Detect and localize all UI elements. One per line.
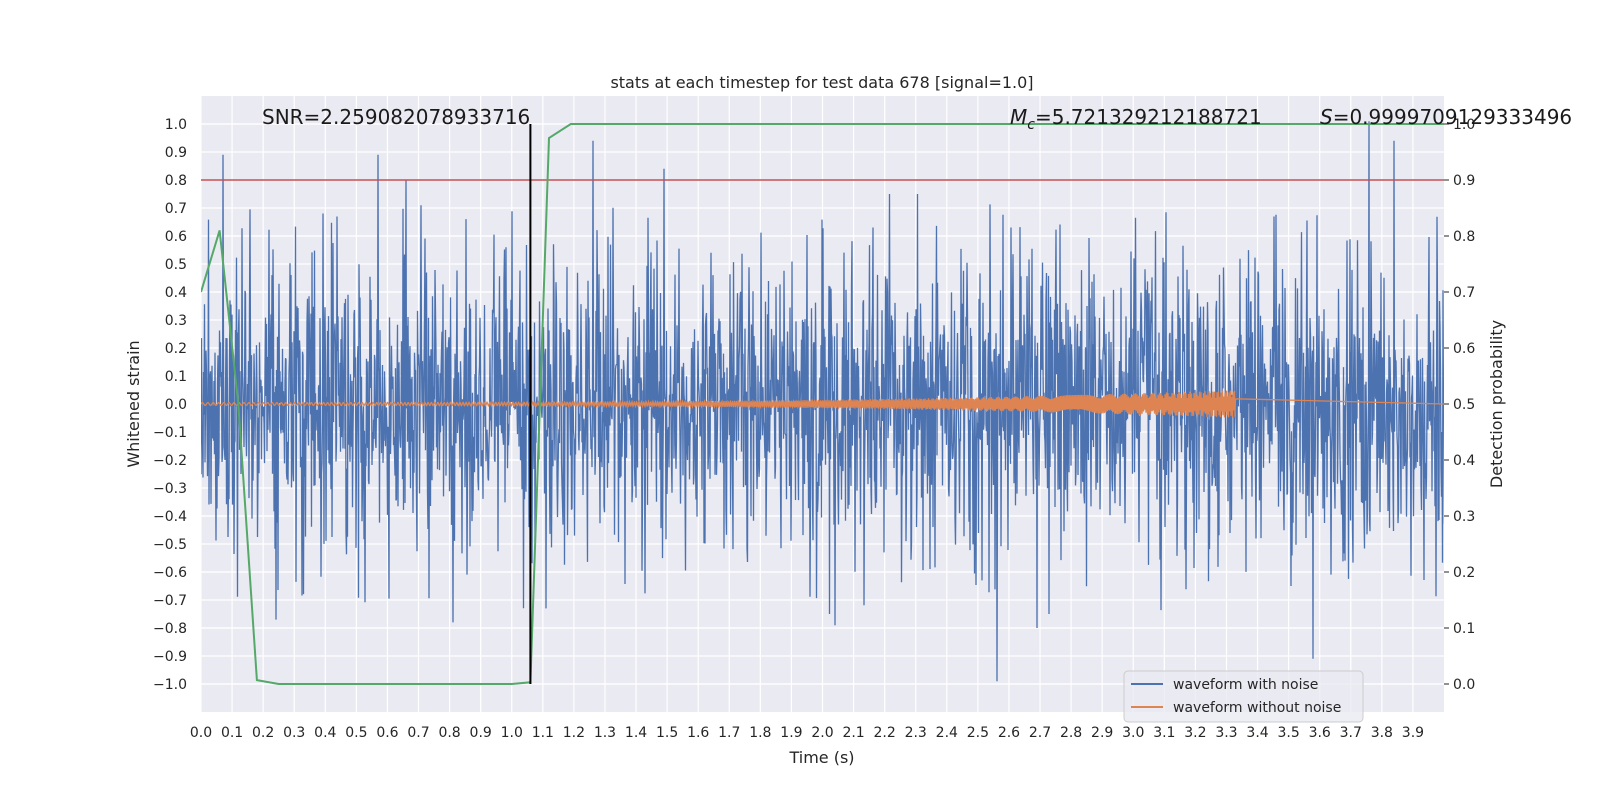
- x-tick-label: 0.6: [376, 725, 398, 741]
- x-tick-label: 0.9: [470, 725, 492, 741]
- y2-tick-label: 1.0: [1453, 117, 1475, 133]
- x-tick-label: 0.7: [407, 725, 429, 741]
- x-tick-label: 0.5: [345, 725, 367, 741]
- y-tick-label: −0.9: [153, 649, 187, 665]
- y2-tick-label: 0.2: [1453, 565, 1475, 581]
- x-tick-label: 1.6: [687, 725, 709, 741]
- x-tick-label: 0.2: [252, 725, 274, 741]
- y2-tick-label: 0.0: [1453, 677, 1475, 693]
- x-tick-label: 1.4: [625, 725, 647, 741]
- y2-axis-ticks: 1.0 0.9 0.8 0.7 0.6 0.5 0.4 0.3 0.2 0.1 0.0: [1444, 117, 1475, 693]
- y2-tick-label: 0.9: [1453, 173, 1475, 189]
- y-tick-label: −0.5: [153, 537, 187, 553]
- s-value: =0.9999709129333496: [1333, 105, 1572, 129]
- chirp-mass-subscript: c: [1027, 117, 1035, 133]
- y-axis-label: Whitened strain: [124, 340, 143, 467]
- y2-tick-label: 0.1: [1453, 621, 1475, 637]
- y-tick-label: −0.3: [153, 481, 187, 497]
- legend-label-noise: waveform with noise: [1173, 677, 1318, 693]
- s-symbol: S: [1320, 105, 1333, 129]
- legend-box: [1123, 670, 1364, 723]
- y-tick-label: −1.0: [153, 677, 187, 693]
- y2-axis-label: Detection probability: [1487, 320, 1506, 488]
- x-tick-label: 2.1: [842, 725, 864, 741]
- y-tick-label: 0.7: [165, 201, 187, 217]
- x-tick-label: 2.9: [1091, 725, 1113, 741]
- y-tick-label: −0.4: [153, 509, 187, 525]
- y-tick-label: 0.8: [165, 173, 187, 189]
- x-tick-label: 0.4: [314, 725, 336, 741]
- y2-tick-label: 0.6: [1453, 341, 1475, 357]
- x-tick-label: 3.4: [1246, 725, 1268, 741]
- x-tick-label: 1.3: [594, 725, 616, 741]
- series-detection-probability: [201, 123, 1444, 685]
- x-tick-label: 1.7: [718, 725, 740, 741]
- x-tick-label: 2.8: [1060, 725, 1082, 741]
- x-tick-label: 1.5: [656, 725, 678, 741]
- y-tick-label: −0.7: [153, 593, 187, 609]
- plot-series: [201, 121, 1444, 685]
- x-tick-label: 1.2: [563, 725, 585, 741]
- y-tick-label: 0.2: [165, 341, 187, 357]
- y-tick-label: −0.8: [153, 621, 187, 637]
- y-tick-label: 0.0: [165, 397, 187, 413]
- y2-tick-label: 0.8: [1453, 229, 1475, 245]
- x-tick-label: 2.7: [1029, 725, 1051, 741]
- x-tick-label: 2.4: [936, 725, 958, 741]
- x-tick-label: 1.0: [501, 725, 523, 741]
- x-tick-label: 3.0: [1122, 725, 1144, 741]
- x-axis-label: Time (s): [788, 748, 854, 767]
- x-tick-label: 2.3: [905, 725, 927, 741]
- x-tick-label: 0.0: [190, 725, 212, 741]
- snr-annotation: SNR=2.259082078933716: [262, 105, 530, 129]
- x-tick-label: 3.9: [1402, 725, 1424, 741]
- y2-tick-label: 0.3: [1453, 509, 1475, 525]
- y-tick-label: 0.4: [165, 285, 187, 301]
- x-tick-label: 3.8: [1371, 725, 1393, 741]
- x-tick-label: 1.8: [749, 725, 771, 741]
- y-tick-label: 1.0: [165, 117, 187, 133]
- x-tick-label: 0.3: [283, 725, 305, 741]
- s-annotation: S=0.9999709129333496: [1320, 105, 1572, 129]
- y-axis-ticks: 1.0 0.9 0.8 0.7 0.6 0.5 0.4 0.3 0.2 0.1 0.0 −0.1 −0.…: [153, 117, 187, 693]
- legend: waveform with noise waveform without noi…: [1123, 670, 1364, 723]
- y-tick-label: 0.9: [165, 145, 187, 161]
- x-tick-label: 1.1: [532, 725, 554, 741]
- x-tick-label: 0.1: [221, 725, 243, 741]
- x-tick-label: 1.9: [780, 725, 802, 741]
- y-tick-label: 0.3: [165, 313, 187, 329]
- series-waveform-with-noise: [201, 121, 1444, 682]
- legend-label-clean: waveform without noise: [1173, 700, 1341, 716]
- series-waveform-without-noise: [201, 390, 1444, 418]
- y2-tick-label: 0.5: [1453, 397, 1475, 413]
- x-tick-label: 3.7: [1340, 725, 1362, 741]
- x-tick-label: 3.6: [1309, 725, 1331, 741]
- chirp-mass-symbol: M: [1010, 105, 1027, 129]
- x-axis-ticks: 0.0 0.1 0.2 0.3 0.4 0.5 0.6 0.7 0.8 0.9 1.0 1.1 1.2 1…: [190, 725, 1424, 741]
- y-tick-label: −0.6: [153, 565, 187, 581]
- y2-tick-label: 0.7: [1453, 285, 1475, 301]
- x-tick-label: 3.3: [1215, 725, 1237, 741]
- x-tick-label: 0.8: [438, 725, 460, 741]
- y-tick-label: 0.5: [165, 257, 187, 273]
- y2-tick-label: 0.4: [1453, 453, 1475, 469]
- x-tick-label: 3.2: [1184, 725, 1206, 741]
- y-tick-label: 0.1: [165, 369, 187, 385]
- y-tick-label: 0.6: [165, 229, 187, 245]
- x-tick-label: 2.6: [998, 725, 1020, 741]
- chirp-mass-value: =5.721329212188721: [1035, 105, 1262, 129]
- x-tick-label: 2.0: [811, 725, 833, 741]
- chirp-mass-annotation: Mc=5.721329212188721: [1010, 105, 1262, 133]
- y-tick-label: −0.2: [153, 453, 187, 469]
- x-tick-label: 3.1: [1153, 725, 1175, 741]
- x-tick-label: 2.2: [874, 725, 896, 741]
- chart-title: stats at each timestep for test data 678…: [610, 73, 1033, 92]
- x-tick-label: 3.5: [1277, 725, 1299, 741]
- x-tick-label: 2.5: [967, 725, 989, 741]
- y-tick-label: −0.1: [153, 425, 187, 441]
